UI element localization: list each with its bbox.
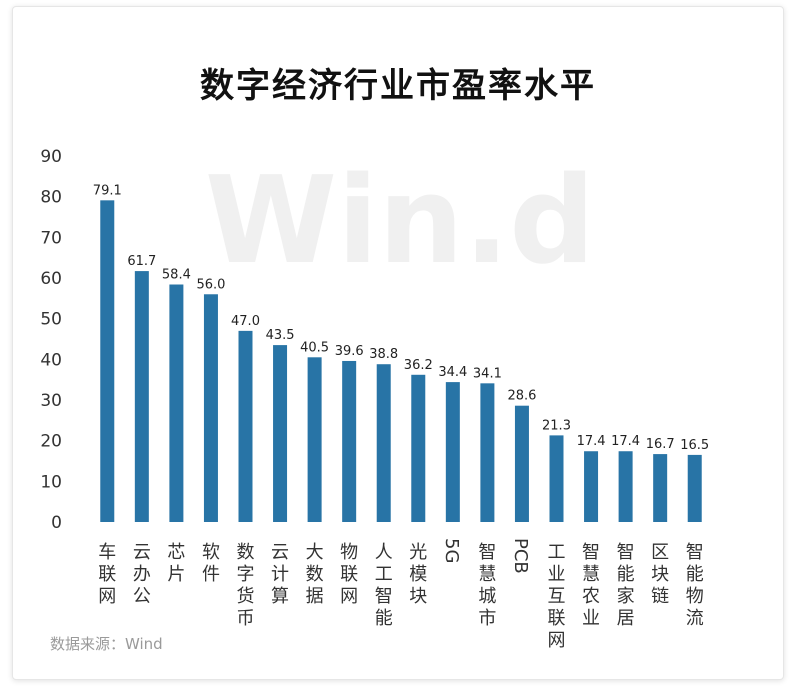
x-tick-label: 区块链 — [651, 542, 669, 607]
bar — [342, 360, 357, 522]
x-tick-label: 智慧农业 — [582, 542, 600, 629]
x-tick-label: 智能物流 — [686, 542, 704, 629]
data-label: 21.3 — [542, 418, 571, 433]
y-tick-label: 60 — [40, 269, 62, 289]
y-tick-label: 20 — [40, 432, 62, 452]
source-note: 数据来源：Wind — [50, 635, 163, 653]
x-tick-label: 智慧城市 — [478, 542, 496, 629]
x-tick-label: 物联网 — [340, 542, 358, 607]
bar — [687, 454, 702, 522]
data-label: 38.8 — [369, 347, 398, 362]
x-tick-label: 云计算 — [271, 542, 289, 607]
bar — [134, 271, 149, 522]
bar — [549, 435, 564, 522]
bar — [480, 383, 495, 522]
bar — [307, 357, 322, 522]
x-tick-label: 软件 — [202, 542, 220, 585]
data-label: 43.5 — [266, 328, 295, 343]
bar — [273, 345, 288, 522]
x-tick-label: 数字货币 — [237, 542, 255, 629]
data-label: 79.1 — [93, 183, 122, 198]
bar — [376, 364, 391, 522]
chart-title: 数字经济行业市盈率水平 — [200, 66, 596, 106]
y-tick-label: 80 — [40, 188, 62, 208]
bar — [618, 451, 633, 522]
y-tick-label: 0 — [51, 513, 62, 533]
x-tick-label: 智能家居 — [617, 542, 635, 629]
data-label: 39.6 — [335, 344, 364, 359]
y-tick-label: 90 — [40, 147, 62, 167]
data-label: 17.4 — [577, 434, 606, 449]
data-label: 34.1 — [473, 366, 502, 381]
y-tick-label: 40 — [40, 350, 62, 370]
y-tick-label: 10 — [40, 472, 62, 492]
x-tick-label: 人工智能 — [375, 542, 393, 629]
value-labels: 79.1 61.7 58.4 56.0 47.0 43.5 40.5 39.6 38.8 36.2… — [93, 183, 709, 453]
x-tick-label: 云办公 — [133, 542, 151, 607]
bar — [653, 454, 668, 522]
y-tick-label: 70 — [40, 228, 62, 248]
data-label: 36.2 — [404, 358, 433, 373]
x-tick-label: PCB — [510, 538, 531, 574]
y-axis: 0 10 20 30 40 50 60 70 80 90 — [40, 147, 62, 533]
bar — [514, 405, 529, 522]
x-tick-label: 车联网 — [98, 542, 116, 607]
bars — [100, 200, 702, 522]
bar — [169, 284, 184, 522]
bar — [203, 294, 218, 522]
data-label: 34.4 — [438, 365, 467, 380]
bar — [238, 330, 253, 522]
bar — [584, 451, 599, 522]
data-label: 16.7 — [646, 437, 675, 452]
watermark: Win.d — [205, 152, 595, 291]
x-tick-label: 光模块 — [409, 542, 427, 607]
data-label: 56.0 — [196, 277, 225, 292]
bar — [100, 200, 115, 522]
y-tick-label: 50 — [40, 310, 62, 330]
x-tick-label: 工业互联网 — [548, 542, 566, 651]
x-tick-label: 芯片 — [167, 542, 185, 585]
data-label: 61.7 — [127, 254, 156, 269]
data-label: 28.6 — [507, 389, 536, 404]
bar — [445, 382, 460, 522]
x-tick-label: 大数据 — [306, 542, 324, 607]
bar — [411, 374, 426, 522]
data-label: 58.4 — [162, 268, 191, 283]
data-label: 40.5 — [300, 340, 329, 355]
x-tick-label: 5G — [441, 538, 462, 563]
data-label: 47.0 — [231, 314, 260, 329]
data-label: 16.5 — [680, 438, 709, 453]
data-label: 17.4 — [611, 434, 640, 449]
y-tick-label: 30 — [40, 391, 62, 411]
